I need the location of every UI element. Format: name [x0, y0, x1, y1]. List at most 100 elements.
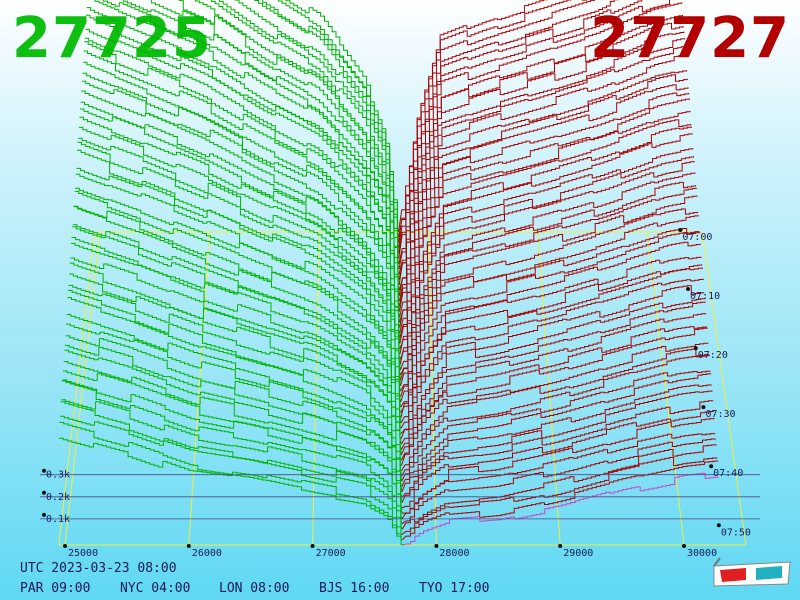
ask-depth-slice	[399, 181, 696, 371]
bid-depth-slice	[64, 344, 403, 492]
price-tick-label: 25000	[68, 548, 98, 559]
bid-depth-slice	[71, 237, 402, 434]
ask-depth-slice	[398, 38, 686, 286]
ask-depth-slice	[400, 326, 707, 456]
utc-timestamp: UTC 2023-03-23 08:00	[20, 561, 177, 576]
grid-price-line	[64, 231, 101, 546]
bid-depth-slice	[62, 379, 403, 514]
ask-depth-slice	[398, 45, 686, 291]
bid-depth-slice	[73, 206, 402, 413]
ask-depth-slice	[400, 278, 704, 429]
ask-depth-slice	[398, 54, 687, 296]
ask-depth-slice	[399, 187, 697, 376]
bid-depth-slice	[76, 167, 401, 392]
ask-depth-slice	[398, 2, 683, 264]
time-tick-label: 07:50	[721, 527, 751, 538]
ask-depth-slice	[399, 92, 690, 318]
time-tick-dot	[686, 287, 691, 292]
volume-tick-label: 0.2k	[46, 492, 70, 503]
volume-tick-label: 0.3k	[46, 470, 70, 481]
bid-depth-slice	[60, 401, 403, 530]
ask-depth-slice	[401, 433, 716, 519]
ask-depth-slice	[400, 285, 705, 434]
price-tick-dot	[63, 544, 67, 548]
ask-depth-slice	[398, 0, 670, 259]
grid-price-line	[188, 231, 210, 546]
bid-depth-slice	[81, 90, 401, 349]
ask-depth-slice	[400, 313, 707, 450]
ask-depth-slice	[400, 267, 703, 424]
bid-depth-slice	[59, 421, 403, 541]
ask-depth-slice	[398, 0, 548, 233]
bid-depth-slice	[85, 28, 400, 312]
volume-tick-dot	[42, 468, 46, 473]
bid-depth-slice	[254, 0, 400, 248]
ask-depth-slice	[399, 133, 693, 344]
ask-depth-slice	[400, 298, 705, 440]
bid-depth-slice	[63, 370, 403, 509]
city-time-nyc: NYC 04:00	[120, 581, 191, 596]
city-time-bjs: BJS 16:00	[319, 581, 390, 596]
ask-depth-slice	[398, 31, 685, 280]
time-tick-label: 07:20	[698, 350, 728, 361]
price-tick-label: 28000	[439, 548, 469, 559]
ask-depth-slice	[401, 348, 710, 471]
bid-depth-slice	[258, 0, 400, 243]
ask-depth-slice	[400, 215, 699, 392]
ask-depth-slice	[400, 241, 701, 408]
bid-depth-slice	[77, 141, 401, 381]
ask-depth-slice	[399, 119, 692, 333]
bid-depth-slice	[194, 0, 400, 270]
ask-depth-slice	[401, 457, 718, 535]
ask-depth-slice	[400, 256, 702, 413]
ask-depth-slice	[398, 74, 688, 307]
bid-depth-slice	[80, 108, 401, 360]
bid-depth-slice	[78, 137, 401, 376]
ask-depth-slice	[401, 438, 716, 525]
bid-depth-slice	[58, 437, 403, 546]
volume-tick-label: 0.1k	[46, 514, 70, 525]
bid-depth-slice	[79, 116, 401, 365]
bid-depth-slice	[210, 0, 400, 264]
bid-depth-slice	[277, 0, 400, 238]
time-tick-label: 07:30	[705, 409, 735, 420]
price-tick-label: 26000	[192, 548, 222, 559]
grid-price-line	[537, 231, 561, 546]
city-time-lon: LON 08:00	[219, 581, 290, 596]
ask-depth-slice	[402, 418, 715, 514]
bid-depth-slice	[74, 190, 402, 408]
price-tick-dot	[434, 544, 439, 548]
ask-depth-slice	[398, 0, 643, 254]
bid-depth-slice	[69, 273, 402, 455]
bid-depth-slice	[70, 242, 402, 440]
time-tick-dot	[693, 346, 698, 351]
price-tick-dot	[186, 544, 191, 548]
time-tick-dot	[716, 523, 721, 528]
bid-depth-slice	[99, 0, 400, 291]
bid-depth-slice	[218, 0, 400, 259]
price-tick-dot	[682, 544, 686, 548]
ask-depth-slice	[401, 373, 712, 487]
bid-depth-slice	[84, 41, 401, 323]
bid-depth-slice	[67, 289, 402, 466]
bid-depth-slice	[151, 0, 400, 280]
3d-glasses-icon[interactable]	[712, 556, 792, 592]
ask-depth-slice	[400, 232, 701, 402]
bid-depth-slice	[81, 80, 401, 344]
bid-depth-slice	[82, 72, 401, 339]
ask-depth-slice	[400, 264, 703, 418]
ask-depth-slice	[398, 0, 587, 238]
bid-depth-slice	[63, 361, 403, 503]
ask-depth-slice	[399, 98, 690, 323]
ask-depth-slice	[400, 208, 699, 386]
ask-depth-slice	[401, 342, 709, 466]
grid-side-left	[58, 231, 96, 546]
bid-depth-slice	[72, 226, 402, 429]
volume-tick-dot	[42, 490, 46, 495]
grid-side-right	[701, 231, 747, 546]
bid-depth-slice	[60, 415, 403, 535]
price-tick-label: 27000	[316, 548, 346, 559]
volume-tick-dot	[42, 512, 46, 517]
ask-depth-slice	[399, 172, 696, 365]
